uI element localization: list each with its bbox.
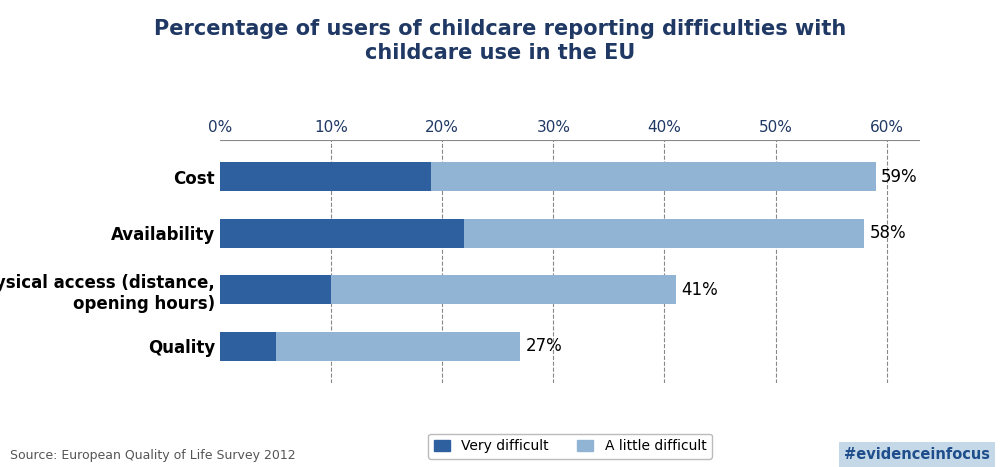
Text: #evidenceinfocus: #evidenceinfocus <box>844 447 990 462</box>
Bar <box>331 275 676 304</box>
Bar <box>220 275 331 304</box>
Text: 58%: 58% <box>870 224 907 242</box>
Text: 27%: 27% <box>526 337 562 355</box>
Bar <box>220 162 431 191</box>
Text: 59%: 59% <box>881 168 918 186</box>
Text: Source: European Quality of Life Survey 2012: Source: European Quality of Life Survey … <box>10 449 296 462</box>
Text: 41%: 41% <box>681 281 718 299</box>
Bar <box>431 162 876 191</box>
Bar <box>464 219 864 248</box>
Bar <box>220 219 464 248</box>
Bar <box>276 332 520 361</box>
Text: Percentage of users of childcare reporting difficulties with
childcare use in th: Percentage of users of childcare reporti… <box>154 19 846 64</box>
Legend: Very difficult, A little difficult: Very difficult, A little difficult <box>428 433 712 459</box>
Bar <box>220 332 276 361</box>
